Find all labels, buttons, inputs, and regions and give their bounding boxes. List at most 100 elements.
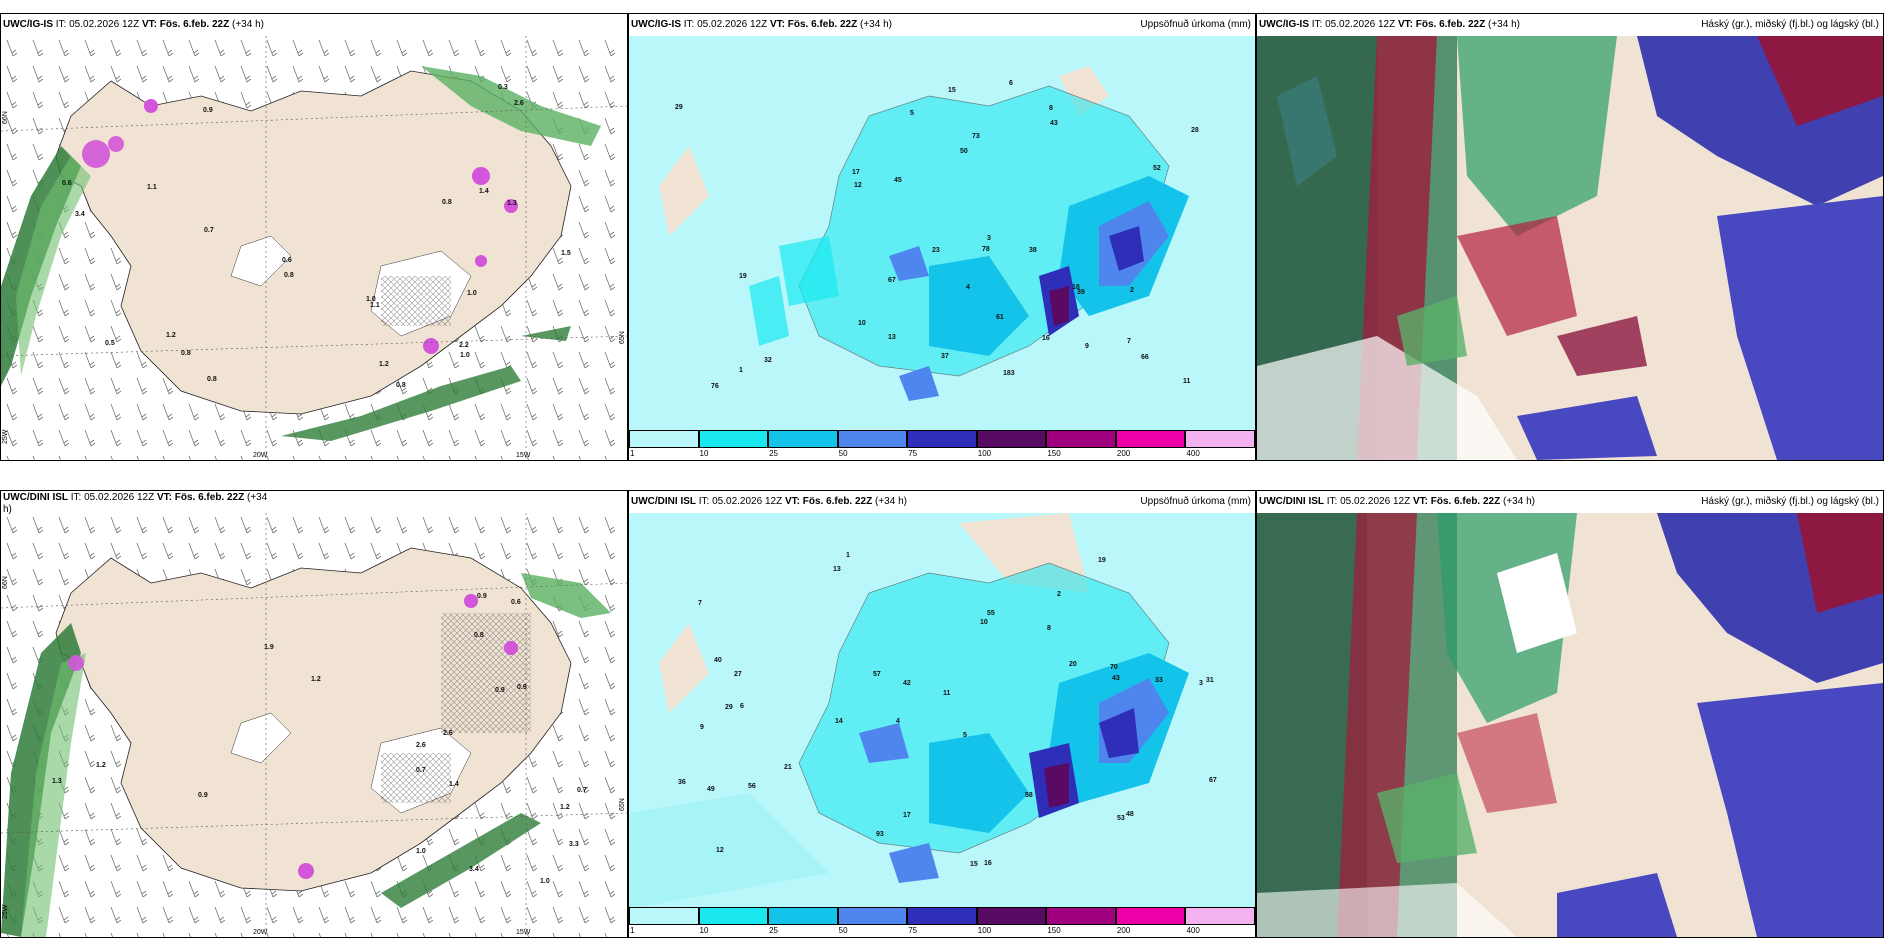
station-value: 0.8 (442, 199, 452, 206)
panel-ig-wind: UWC/IG-IS IT: 05.02.2026 12Z VT: Fös. 6.… (0, 13, 628, 461)
station-value: 0.9 (517, 684, 527, 691)
init-time: IT: 05.02.2026 12Z (698, 496, 783, 507)
station-value: 14 (835, 718, 843, 725)
station-value: 1.0 (460, 352, 470, 359)
station-value: 76 (711, 383, 719, 390)
colorbar-swatch (768, 430, 838, 448)
lead-time: (+34 h) (1503, 496, 1535, 507)
station-value: 58 (1025, 792, 1033, 799)
station-value: 45 (894, 177, 902, 184)
station-value: 33 (1155, 677, 1163, 684)
station-value: 1.0 (467, 290, 477, 297)
init-time: IT: 05.02.2026 12Z (683, 19, 768, 30)
valid-time: VT: Fös. 6.feb. 22Z (141, 19, 230, 30)
lat-label: 66N (2, 111, 9, 124)
valid-time: VT: Fös. 6.feb. 22Z (1412, 496, 1501, 507)
lon-label-left: 25W (2, 904, 9, 919)
station-value: 9 (1085, 343, 1089, 350)
station-value: 1.2 (560, 804, 570, 811)
station-value: 66 (1141, 354, 1149, 361)
station-value: 1.2 (96, 762, 106, 769)
station-value: 0.9 (477, 593, 487, 600)
station-value: 3.4 (75, 211, 85, 218)
station-value: 29 (725, 704, 733, 711)
station-value: 183 (1003, 370, 1015, 377)
cloud-map (1257, 36, 1883, 460)
colorbar-tick: 150 (1047, 926, 1061, 935)
station-value: 1.3 (507, 200, 517, 207)
station-value: 1.9 (264, 644, 274, 651)
lon-label-20w: 20W (253, 452, 268, 459)
lead-time: (+34 h) (875, 496, 907, 507)
panel-header: UWC/DINI ISL IT: 05.02.2026 12Z VT: Fös.… (629, 491, 1255, 513)
colorbar-tick: 400 (1186, 449, 1200, 458)
colorbar-swatch (629, 430, 699, 448)
station-value: 1.0 (366, 296, 376, 303)
station-value: 16 (984, 860, 992, 867)
station-value: 52 (1153, 165, 1161, 172)
colorbar-swatch (629, 907, 699, 925)
station-value: 15 (948, 87, 956, 94)
station-value: 53 (1117, 815, 1125, 822)
station-value: 0.3 (498, 84, 508, 91)
station-value: 55 (987, 610, 995, 617)
station-value: 0.9 (198, 792, 208, 799)
lead-time-wrap: h) (3, 504, 12, 515)
station-value: 16 (1042, 335, 1050, 342)
field-title: Uppsöfnuð úrkoma (mm) (1140, 19, 1251, 30)
colorbar-swatch (976, 907, 1047, 925)
station-value: 1.0 (540, 878, 550, 885)
station-value: 1.1 (370, 302, 380, 309)
station-value: 1.2 (311, 676, 321, 683)
station-value: 4 (966, 284, 970, 291)
station-value: 67 (888, 277, 896, 284)
valid-time: VT: Fös. 6.feb. 22Z (784, 496, 873, 507)
station-value: 0.6 (62, 180, 72, 187)
panel-dini-precip: UWC/DINI ISL IT: 05.02.2026 12Z VT: Fös.… (628, 490, 1256, 938)
station-value: 49 (707, 786, 715, 793)
colorbar-tick: 100 (977, 449, 992, 458)
station-value: 1.2 (166, 332, 176, 339)
colorbar-swatch (768, 907, 838, 925)
colorbar-tick: 75 (908, 926, 918, 935)
colorbar-swatch (698, 430, 769, 448)
valid-time: VT: Fös. 6.feb. 22Z (1397, 19, 1486, 30)
station-value: 1.4 (479, 188, 489, 195)
lead-time: (+34 h) (232, 19, 264, 30)
station-value: 0.8 (181, 350, 191, 357)
colorbar-swatch (1115, 907, 1186, 925)
station-value: 36 (678, 779, 686, 786)
field-title: Háský (gr.), miðský (fj.bl.) og lágský (… (1701, 496, 1879, 507)
lon-label-20w: 20W (253, 929, 268, 936)
colorbar-swatch (837, 430, 908, 448)
station-value: 1.2 (379, 361, 389, 368)
station-value: 23 (932, 247, 940, 254)
init-time: IT: 05.02.2026 12Z (1326, 496, 1411, 507)
station-value: 6 (740, 703, 744, 710)
station-value: 13 (888, 334, 896, 341)
colorbar-swatch (907, 430, 977, 448)
station-value: 10 (980, 619, 988, 626)
panel-header: UWC/DINI ISL IT: 05.02.2026 12Z VT: Fös.… (1257, 491, 1883, 513)
colorbar-tick: 25 (769, 449, 779, 458)
station-value: 0.6 (282, 257, 292, 264)
panel-header: UWC/IG-IS IT: 05.02.2026 12Z VT: Fös. 6.… (1257, 14, 1883, 36)
station-value: 32 (764, 357, 772, 364)
station-value: 10 (858, 320, 866, 327)
panel-header: UWC/IG-IS IT: 05.02.2026 12Z VT: Fös. 6.… (629, 14, 1255, 36)
station-value: 3 (1199, 680, 1203, 687)
lead-time: (+34 h) (1488, 19, 1520, 30)
station-value: 0.7 (204, 227, 214, 234)
station-value: 20 (1069, 661, 1077, 668)
colorbar-tick: 400 (1186, 926, 1200, 935)
colorbar-swatch (1185, 430, 1255, 448)
model-name: UWC/DINI ISL (631, 496, 696, 507)
init-time: IT: 05.02.2026 12Z (70, 492, 155, 503)
station-value: 12 (854, 182, 862, 189)
station-value: 15 (970, 861, 978, 868)
panel-ig-clouds: UWC/IG-IS IT: 05.02.2026 12Z VT: Fös. 6.… (1256, 13, 1884, 461)
station-value: 67 (1209, 777, 1217, 784)
wind-map: 0.7 0.7 0.9 1.2 1.0 0.8 0.9 1.2 3.3 3.4 2.6 2.6 1.3 1… (1, 513, 627, 937)
station-value: 3.4 (469, 866, 479, 873)
valid-time: VT: Fös. 6.feb. 22Z (156, 492, 245, 503)
